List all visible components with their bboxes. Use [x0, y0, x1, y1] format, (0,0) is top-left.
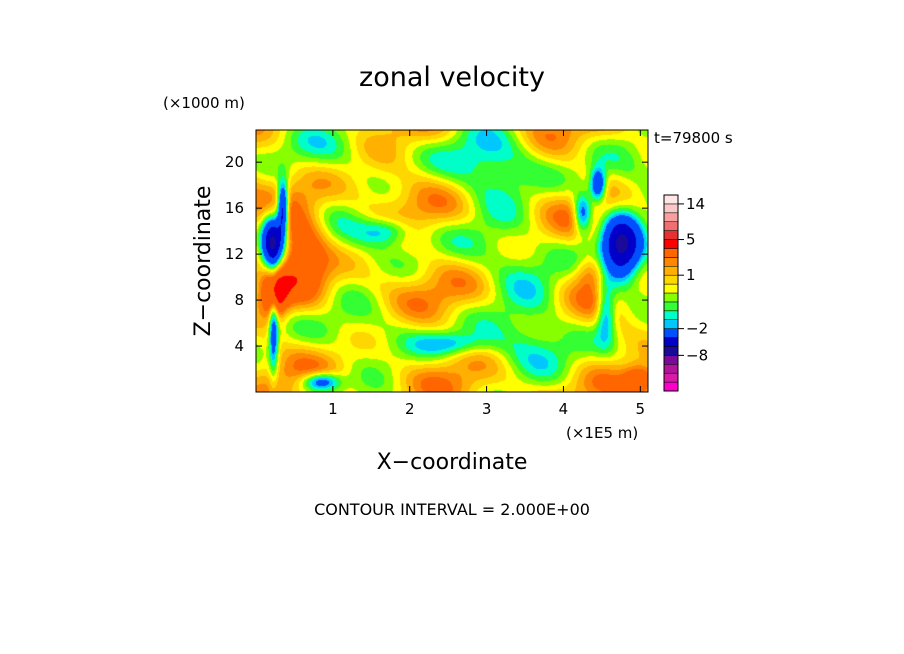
x-tick-label: 5: [636, 400, 646, 418]
colorbar-swatch: [663, 266, 679, 276]
colorbar-swatch: [663, 212, 679, 222]
y-axis-label: Z−coordinate: [191, 186, 216, 337]
colorbar-swatch: [663, 292, 679, 303]
y-tick-label: 4: [234, 337, 244, 355]
colorbar: 14 5 1 −2 −8: [663, 194, 708, 392]
contour-interval-label: CONTOUR INTERVAL = 2.000E+00: [314, 500, 590, 519]
colorbar-swatch: [663, 283, 679, 294]
plot-frame: [255, 129, 649, 393]
y-tick-label: 12: [225, 245, 244, 263]
colorbar-swatch: [663, 301, 679, 312]
colorbar-swatch: [663, 221, 679, 231]
x-tick-label: 3: [482, 400, 492, 418]
time-label: t=79800 s: [654, 129, 733, 147]
colorbar-swatch: [663, 274, 679, 285]
colorbar-label: 14: [686, 195, 705, 213]
colorbar-swatch: [663, 203, 679, 214]
colorbar-swatch: [663, 381, 679, 392]
colorbar-swatch: [663, 230, 679, 240]
colorbar-swatch: [663, 328, 679, 338]
chart-title: zonal velocity: [359, 62, 545, 93]
x-tick-label: 4: [559, 400, 569, 418]
colorbar-swatch: [663, 257, 679, 267]
colorbar-frame: [663, 194, 679, 392]
x-axis-label: X−coordinate: [377, 450, 528, 475]
colorbar-swatch: [663, 319, 679, 329]
plot-area: [256, 130, 648, 392]
colorbar-label: −8: [686, 346, 708, 364]
colorbar-swatch: [663, 364, 679, 374]
colorbar-swatch: [663, 310, 679, 320]
velocity-field: [256, 130, 648, 392]
colorbar-swatch: [663, 239, 679, 249]
colorbar-swatch: [663, 248, 679, 258]
y-axis: 4 8 12 16 20: [225, 153, 648, 355]
colorbar-label: 5: [686, 231, 696, 249]
colorbar-swatch: [663, 346, 679, 356]
x-unit-label: (×1E5 m): [566, 424, 638, 442]
colorbar-swatch: [663, 355, 679, 365]
colorbar-label: −2: [686, 320, 708, 338]
y-tick-label: 8: [234, 291, 244, 309]
colorbar-swatch: [663, 194, 679, 205]
colorbar-label: 1: [686, 266, 696, 284]
x-tick-label: 1: [328, 400, 338, 418]
y-unit-label: (×1000 m): [163, 94, 245, 112]
x-tick-label: 2: [405, 400, 415, 418]
colorbar-swatch: [663, 372, 679, 383]
colorbar-swatch: [663, 337, 679, 347]
y-tick-label: 20: [225, 153, 244, 171]
y-tick-label: 16: [225, 199, 244, 217]
x-axis: 1 2 3 4 5: [328, 130, 645, 418]
